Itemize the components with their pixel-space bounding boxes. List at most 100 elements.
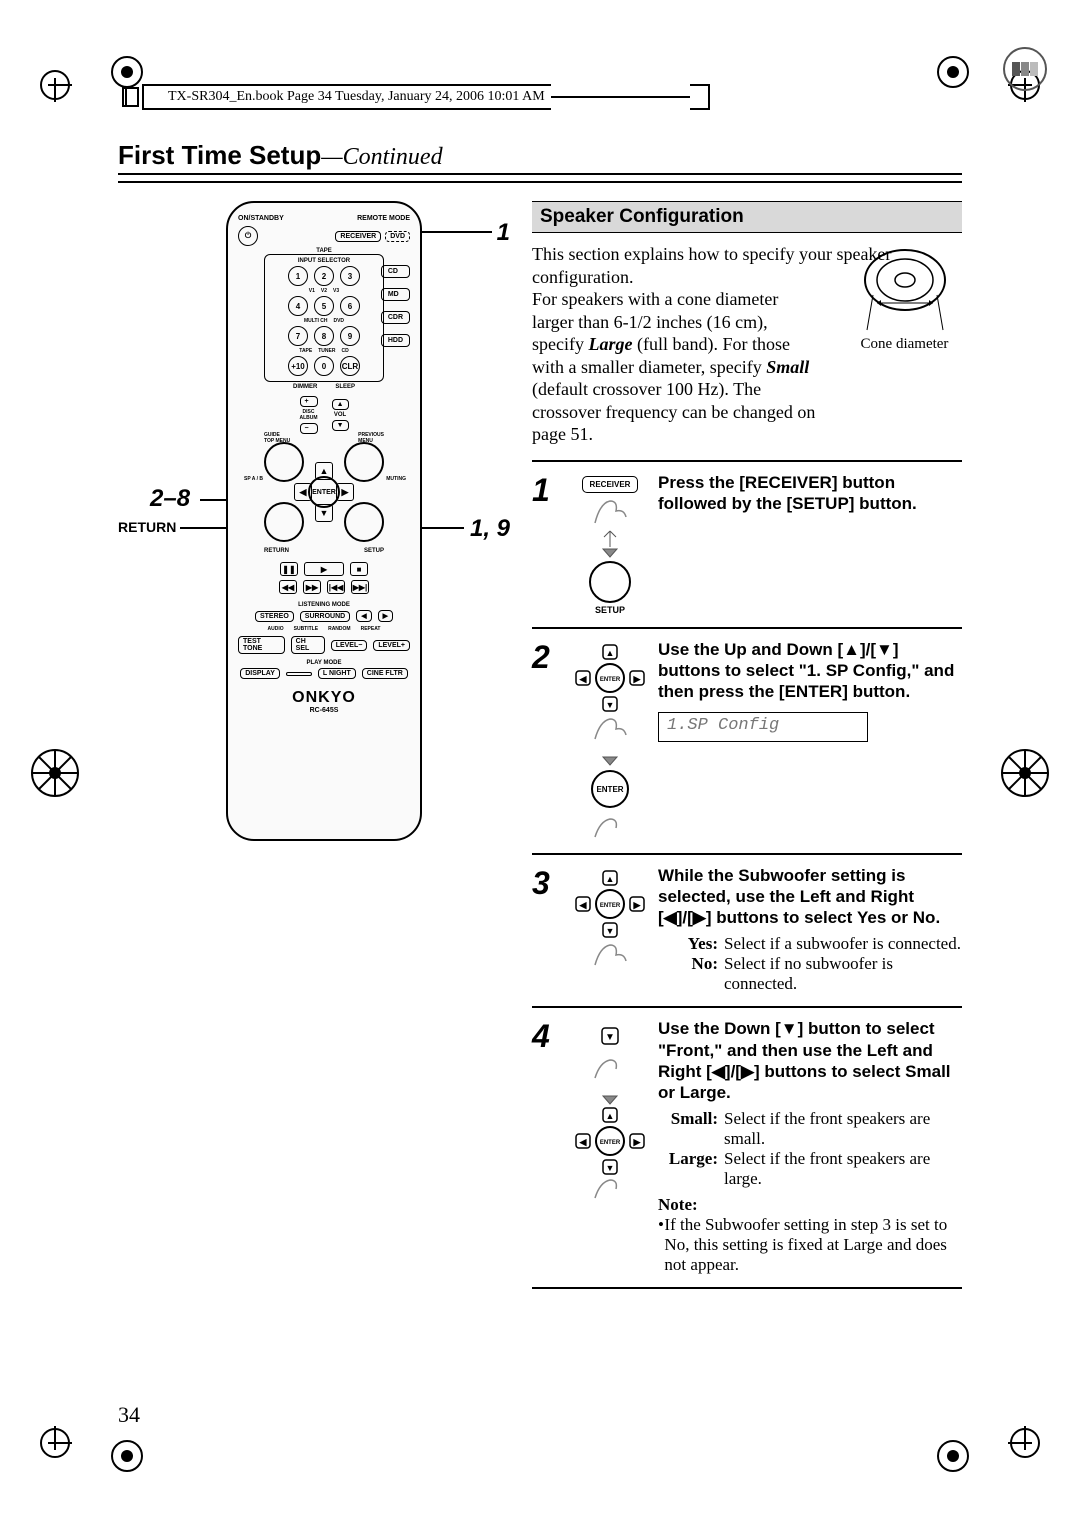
page-title-row: First Time Setup —Continued xyxy=(118,140,962,175)
hand-icon xyxy=(585,939,635,969)
remote-label: LISTENING MODE xyxy=(298,602,350,608)
cinefltr-button[interactable]: CINE FLTR xyxy=(362,668,408,679)
hand-icon xyxy=(585,1056,635,1082)
plus10-button[interactable]: +10 xyxy=(288,356,308,376)
num-button[interactable]: 1 xyxy=(288,266,308,286)
remote-label: SLEEP xyxy=(335,384,355,390)
clr-button[interactable]: CLR xyxy=(340,356,360,376)
md-button[interactable]: MD xyxy=(381,288,410,301)
ff-button[interactable]: ▶▶ xyxy=(303,580,321,594)
svg-text:ENTER: ENTER xyxy=(596,785,623,794)
vol-up-button[interactable]: ▲ xyxy=(332,399,349,410)
step-number: 2 xyxy=(532,639,562,841)
pause-button[interactable]: ❚❚ xyxy=(280,562,298,576)
disc-plus-button[interactable]: + xyxy=(300,396,318,407)
color-target xyxy=(1000,748,1050,798)
color-bar-icon xyxy=(1002,46,1048,92)
content-column: Speaker Configuration This section expla… xyxy=(532,201,962,1289)
lm-left-button[interactable]: ◀ xyxy=(356,610,371,622)
cdr-button[interactable]: CDR xyxy=(381,311,410,324)
step-heading: Use the Up and Down [▲]/[▼] buttons to s… xyxy=(658,639,962,703)
num-button[interactable]: 7 xyxy=(288,326,308,346)
remote-label: MUTING xyxy=(386,476,406,482)
page-title: First Time Setup xyxy=(118,140,321,171)
dvd-mode-button[interactable]: DVD xyxy=(385,231,410,242)
remote-label: SETUP xyxy=(364,548,384,554)
definition-list: Yes:Select if a subwoofer is connected. … xyxy=(658,934,962,994)
num-button[interactable]: 6 xyxy=(340,296,360,316)
cone-diameter-figure: Cone diameter xyxy=(847,245,962,353)
num-button[interactable]: 2 xyxy=(314,266,334,286)
hand-icon xyxy=(585,815,635,841)
note-body: • If the Subwoofer setting in step 3 is … xyxy=(658,1215,962,1275)
lnight-button[interactable]: L NIGHT xyxy=(318,668,356,679)
hand-icon xyxy=(585,713,635,743)
step-heading: Press the [RECEIVER] button followed by … xyxy=(658,472,962,515)
svg-text:▶: ▶ xyxy=(633,900,642,910)
speaker-cone-icon xyxy=(855,245,955,335)
step-3: 3 ▲ ▼ ◀ ▶ ENTER While the Subwoofer sett… xyxy=(532,853,962,1007)
rew-button[interactable]: ◀◀ xyxy=(279,580,297,594)
step-heading: While the Subwoofer setting is selected,… xyxy=(658,865,962,929)
remote-column: 1 2–8 RETURN 1, 9 ON/STANDBY REMOTE MODE… xyxy=(118,201,504,1289)
step-icons: ▲ ▼ ◀ ▶ ENTER ENTER xyxy=(562,639,658,841)
callout-2-8: 2–8 xyxy=(150,485,190,513)
brand-label: ONKYO xyxy=(292,689,356,707)
stereo-button[interactable]: STEREO xyxy=(255,611,294,622)
step-icons: RECEIVER SETUP xyxy=(562,472,658,615)
surround-button[interactable]: SURROUND xyxy=(300,611,350,622)
crop-mark xyxy=(1008,1426,1042,1460)
remote-label: PLAY MODE xyxy=(306,660,341,666)
power-button[interactable]: ⏻ xyxy=(238,226,258,246)
step-icons: ▼ ▲ ▼ ◀ ▶ ENTER xyxy=(562,1018,658,1275)
level-plus-button[interactable]: LEVEL+ xyxy=(373,640,410,651)
lcd-display: 1.SP Config xyxy=(658,712,868,742)
callout-1: 1 xyxy=(497,219,510,247)
intro-2: For speakers with a cone diameter larger… xyxy=(532,288,822,446)
cone-caption: Cone diameter xyxy=(861,336,949,352)
remote-label: AUDIO xyxy=(268,626,284,632)
enter-button[interactable]: ENTER xyxy=(308,476,340,508)
note-heading: Note: xyxy=(658,1195,962,1215)
dpad: ▲ ▼ ◀ ▶ ENTER xyxy=(294,462,354,522)
enter-icon: ENTER xyxy=(584,767,636,815)
dpad-icon: ▲ ▼ ◀ ▶ ENTER xyxy=(570,869,650,939)
def-term: Small: xyxy=(658,1109,724,1149)
step-icons: ▲ ▼ ◀ ▶ ENTER xyxy=(562,865,658,995)
stop-button[interactable]: ■ xyxy=(350,562,368,576)
chsel-button[interactable]: CH SEL xyxy=(291,636,325,654)
lm-right-button[interactable]: ▶ xyxy=(378,610,393,622)
testtone-button[interactable]: TEST TONE xyxy=(238,636,285,654)
def-text: Select if no subwoofer is connected. xyxy=(724,954,962,994)
vol-down-button[interactable]: ▼ xyxy=(332,420,349,431)
prev-track-button[interactable]: |◀◀ xyxy=(327,580,345,594)
num-button[interactable]: 9 xyxy=(340,326,360,346)
step-4: 4 ▼ ▲ ▼ ◀ ▶ ENTER Use the xyxy=(532,1006,962,1289)
remote-label: SUBTITLE xyxy=(294,626,318,632)
def-term: Large: xyxy=(658,1149,724,1189)
blank-button[interactable] xyxy=(286,672,312,676)
setup-icon xyxy=(589,561,631,603)
page-title-continued: —Continued xyxy=(321,144,442,171)
num-button[interactable]: 4 xyxy=(288,296,308,316)
display-button[interactable]: DISPLAY xyxy=(240,668,280,679)
svg-text:▼: ▼ xyxy=(606,700,615,710)
num-button[interactable]: 0 xyxy=(314,356,334,376)
play-button[interactable]: ▶ xyxy=(304,562,344,576)
arrow-down-icon xyxy=(599,529,621,559)
remote-label: RANDOM xyxy=(328,626,351,632)
model-label: RC-645S xyxy=(310,707,339,714)
definition-list: Small:Select if the front speakers are s… xyxy=(658,1109,962,1189)
level-minus-button[interactable]: LEVEL− xyxy=(331,640,368,651)
num-button[interactable]: 8 xyxy=(314,326,334,346)
registration-mark xyxy=(110,1439,144,1473)
hdd-button[interactable]: HDD xyxy=(381,334,410,347)
dpad-icon: ▲ ▼ ◀ ▶ ENTER xyxy=(570,1106,650,1176)
remote-label: DIMMER xyxy=(293,384,317,390)
num-button[interactable]: 3 xyxy=(340,266,360,286)
next-track-button[interactable]: ▶▶| xyxy=(351,580,369,594)
arrow-down-icon xyxy=(599,743,621,767)
receiver-mode-button[interactable]: RECEIVER xyxy=(335,231,381,242)
num-button[interactable]: 5 xyxy=(314,296,334,316)
cd-button[interactable]: CD xyxy=(381,265,410,278)
